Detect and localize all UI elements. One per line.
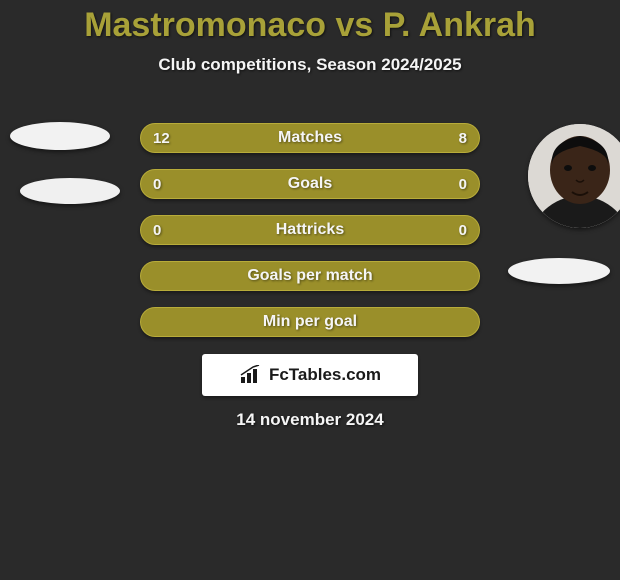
stat-label: Goals per match	[247, 267, 372, 285]
player-left-avatar-placeholder-1	[10, 122, 110, 150]
stat-row: 12 Matches 8	[140, 123, 480, 153]
stat-value-left: 0	[153, 222, 161, 239]
stat-label: Hattricks	[276, 221, 344, 239]
bar-chart-icon	[239, 365, 263, 385]
comparison-date: 14 november 2024	[0, 410, 620, 430]
stat-value-right: 0	[459, 222, 467, 239]
stat-row: 0 Goals 0	[140, 169, 480, 199]
stat-label: Goals	[288, 175, 332, 193]
player-right-avatar	[528, 124, 620, 228]
site-logo[interactable]: FcTables.com	[202, 354, 418, 396]
page-title: Mastromonaco vs P. Ankrah	[0, 0, 620, 45]
stat-row: Goals per match	[140, 261, 480, 291]
stat-value-left: 0	[153, 176, 161, 193]
stat-row: Min per goal	[140, 307, 480, 337]
player-left-avatar-placeholder-2	[20, 178, 120, 204]
stat-value-right: 0	[459, 176, 467, 193]
logo-text: FcTables.com	[269, 365, 381, 385]
stat-value-left: 12	[153, 130, 170, 147]
stat-value-right: 8	[459, 130, 467, 147]
page-subtitle: Club competitions, Season 2024/2025	[0, 55, 620, 75]
stat-row: 0 Hattricks 0	[140, 215, 480, 245]
stat-label: Min per goal	[263, 313, 357, 331]
player-right-avatar-placeholder-2	[508, 258, 610, 284]
stat-label: Matches	[278, 129, 342, 147]
stats-container: 12 Matches 8 0 Goals 0 0 Hattricks 0 Goa…	[140, 123, 480, 353]
